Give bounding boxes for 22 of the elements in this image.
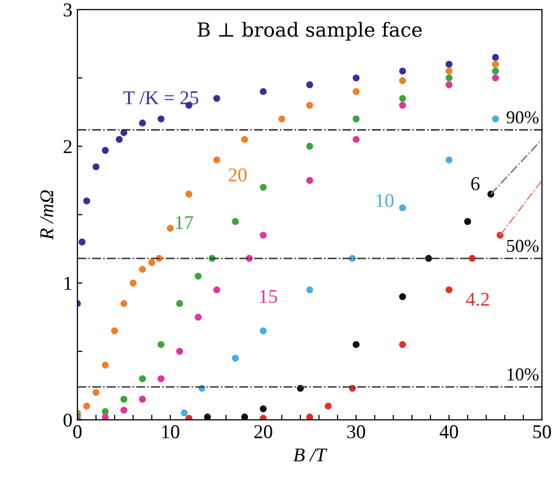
x-tick-label: 30 (347, 425, 366, 438)
annotation: 4.2 (466, 292, 489, 306)
y-tick-label: 0 (64, 414, 72, 427)
annotation: 90% (506, 111, 539, 124)
annotation: 15 (260, 290, 278, 304)
x-tick-label: 40 (440, 425, 458, 438)
y-tick-label: 3 (64, 3, 72, 16)
y-tick-label: 2 (64, 140, 72, 154)
annotation: 20 (228, 168, 247, 182)
x-tick-label: 20 (254, 425, 272, 438)
annotation: 6 (471, 177, 480, 190)
x-tick-label: 0 (73, 425, 82, 438)
x-axis-title: B /T (293, 448, 328, 462)
text: B ⊥ broad sample face (198, 22, 422, 41)
annotation: 17 (176, 216, 194, 229)
y-tick-label: 1 (64, 276, 72, 290)
x-tick-label: 50 (533, 425, 551, 438)
annotation: 10 (376, 194, 394, 208)
x-tick-label: 10 (162, 425, 180, 438)
annotation: 50% (507, 240, 539, 252)
annotation: 10% (508, 368, 539, 381)
y-axis-title: R /mΩ (40, 190, 54, 240)
